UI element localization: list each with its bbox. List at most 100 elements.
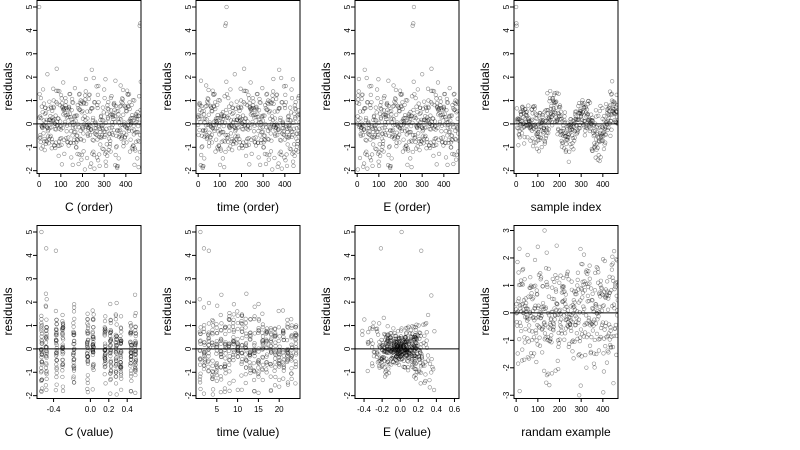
data-point (399, 335, 404, 341)
data-point (253, 140, 258, 145)
data-point (537, 137, 542, 142)
data-point (536, 127, 541, 132)
data-point (227, 125, 232, 131)
data-point (555, 302, 560, 307)
data-point (365, 340, 370, 345)
data-point (235, 342, 241, 347)
data-point (233, 134, 238, 139)
data-point (38, 135, 43, 140)
data-point (266, 101, 271, 107)
data-point (41, 122, 46, 127)
data-point (441, 104, 446, 109)
data-point (66, 143, 71, 148)
data-point (598, 134, 603, 139)
data-point (438, 135, 444, 141)
data-point (214, 362, 219, 367)
data-point (452, 100, 457, 105)
data-point (54, 342, 59, 347)
data-point (72, 115, 77, 120)
data-point (95, 92, 100, 97)
data-point (368, 158, 374, 163)
data-point (133, 328, 138, 333)
data-point (371, 114, 376, 119)
data-point (375, 151, 381, 156)
data-point (53, 113, 58, 118)
data-point (212, 128, 217, 133)
data-point (514, 4, 519, 10)
data-point (540, 112, 545, 118)
data-point (215, 129, 220, 134)
data-point (441, 114, 446, 120)
data-point (265, 107, 270, 112)
data-point (262, 151, 268, 157)
data-point (280, 121, 285, 126)
data-point (108, 347, 113, 352)
data-point (540, 284, 545, 289)
data-point (422, 363, 427, 368)
data-point (135, 109, 140, 115)
data-point (355, 100, 360, 105)
data-point (260, 354, 265, 360)
data-point (85, 354, 90, 359)
data-point (231, 342, 236, 347)
data-point (215, 330, 220, 336)
data-point (583, 104, 588, 110)
data-point (113, 368, 118, 373)
data-point (41, 101, 47, 106)
data-point (108, 391, 113, 396)
data-point (372, 350, 377, 355)
data-point (239, 318, 244, 324)
data-point (604, 119, 609, 124)
data-point (559, 113, 564, 118)
data-point (77, 152, 82, 157)
data-point (91, 367, 96, 372)
data-point (229, 136, 235, 142)
data-point (613, 105, 618, 110)
plot-frame (36, 225, 142, 399)
data-point (603, 132, 608, 137)
data-point (419, 124, 424, 129)
data-point (542, 228, 547, 233)
data-point (593, 155, 598, 160)
data-point (42, 136, 47, 142)
y-tick-label: 4 (184, 253, 193, 258)
data-point (76, 106, 81, 111)
y-axis-label: residuals (1, 62, 15, 110)
data-point (405, 98, 410, 103)
data-point (71, 352, 76, 357)
data-point (542, 337, 547, 342)
data-point (108, 333, 113, 339)
data-point (413, 336, 418, 341)
data-point (425, 86, 431, 91)
data-point (441, 107, 447, 112)
data-point (577, 101, 582, 106)
data-point (388, 349, 394, 354)
data-point (570, 126, 575, 131)
data-point (74, 145, 79, 150)
data-point (90, 336, 95, 341)
data-point (51, 104, 56, 109)
data-point (380, 363, 385, 368)
data-point (249, 151, 254, 156)
y-tick-label: 2 (502, 255, 511, 260)
data-point (562, 297, 568, 302)
data-point (209, 124, 214, 130)
data-point (564, 311, 569, 316)
data-point (561, 131, 566, 136)
data-point (543, 305, 548, 310)
y-tick-label: 4 (343, 253, 352, 258)
data-point (574, 292, 579, 297)
data-point (199, 145, 204, 150)
data-point (214, 339, 219, 344)
data-point (222, 347, 227, 353)
data-point (410, 363, 415, 368)
data-point (564, 127, 570, 132)
data-point (133, 367, 138, 372)
data-point (600, 257, 606, 262)
data-point (396, 336, 401, 342)
data-point (529, 107, 534, 112)
data-point (223, 342, 228, 347)
data-point (219, 130, 224, 135)
data-point (215, 365, 220, 370)
data-point (206, 368, 211, 373)
